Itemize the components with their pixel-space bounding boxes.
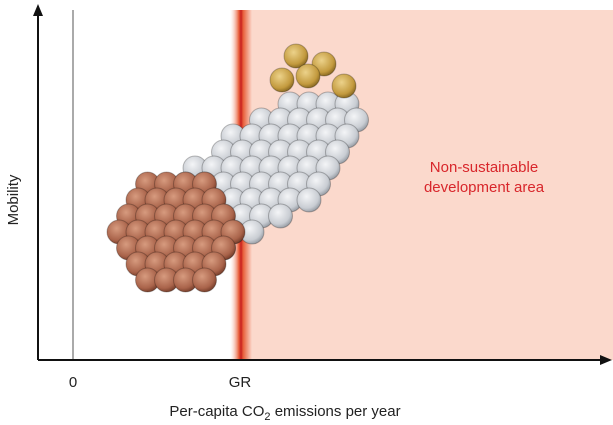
- copper-coin: [192, 267, 217, 293]
- gold-coin: [295, 63, 321, 89]
- y-arrow: [33, 4, 43, 16]
- gold-coin: [269, 67, 295, 93]
- x-label-rest: emissions per year: [271, 403, 401, 420]
- x-label-main: Per-capita CO: [169, 403, 264, 420]
- x-arrow: [600, 355, 612, 365]
- x-tick-label: GR: [229, 374, 252, 391]
- annotation: development area: [424, 179, 545, 196]
- gold-coin: [331, 73, 357, 99]
- x-label-sub: 2: [264, 411, 270, 423]
- x-tick-label: 0: [69, 374, 77, 391]
- coins: [106, 43, 369, 293]
- silver-coin: [296, 187, 322, 213]
- y-label: Mobility: [5, 174, 22, 225]
- annotation: Non-sustainable: [430, 159, 538, 176]
- silver-coin: [268, 203, 293, 229]
- gold-coin: [283, 43, 309, 69]
- x-label: Per-capita CO2 emissions per year: [169, 403, 400, 423]
